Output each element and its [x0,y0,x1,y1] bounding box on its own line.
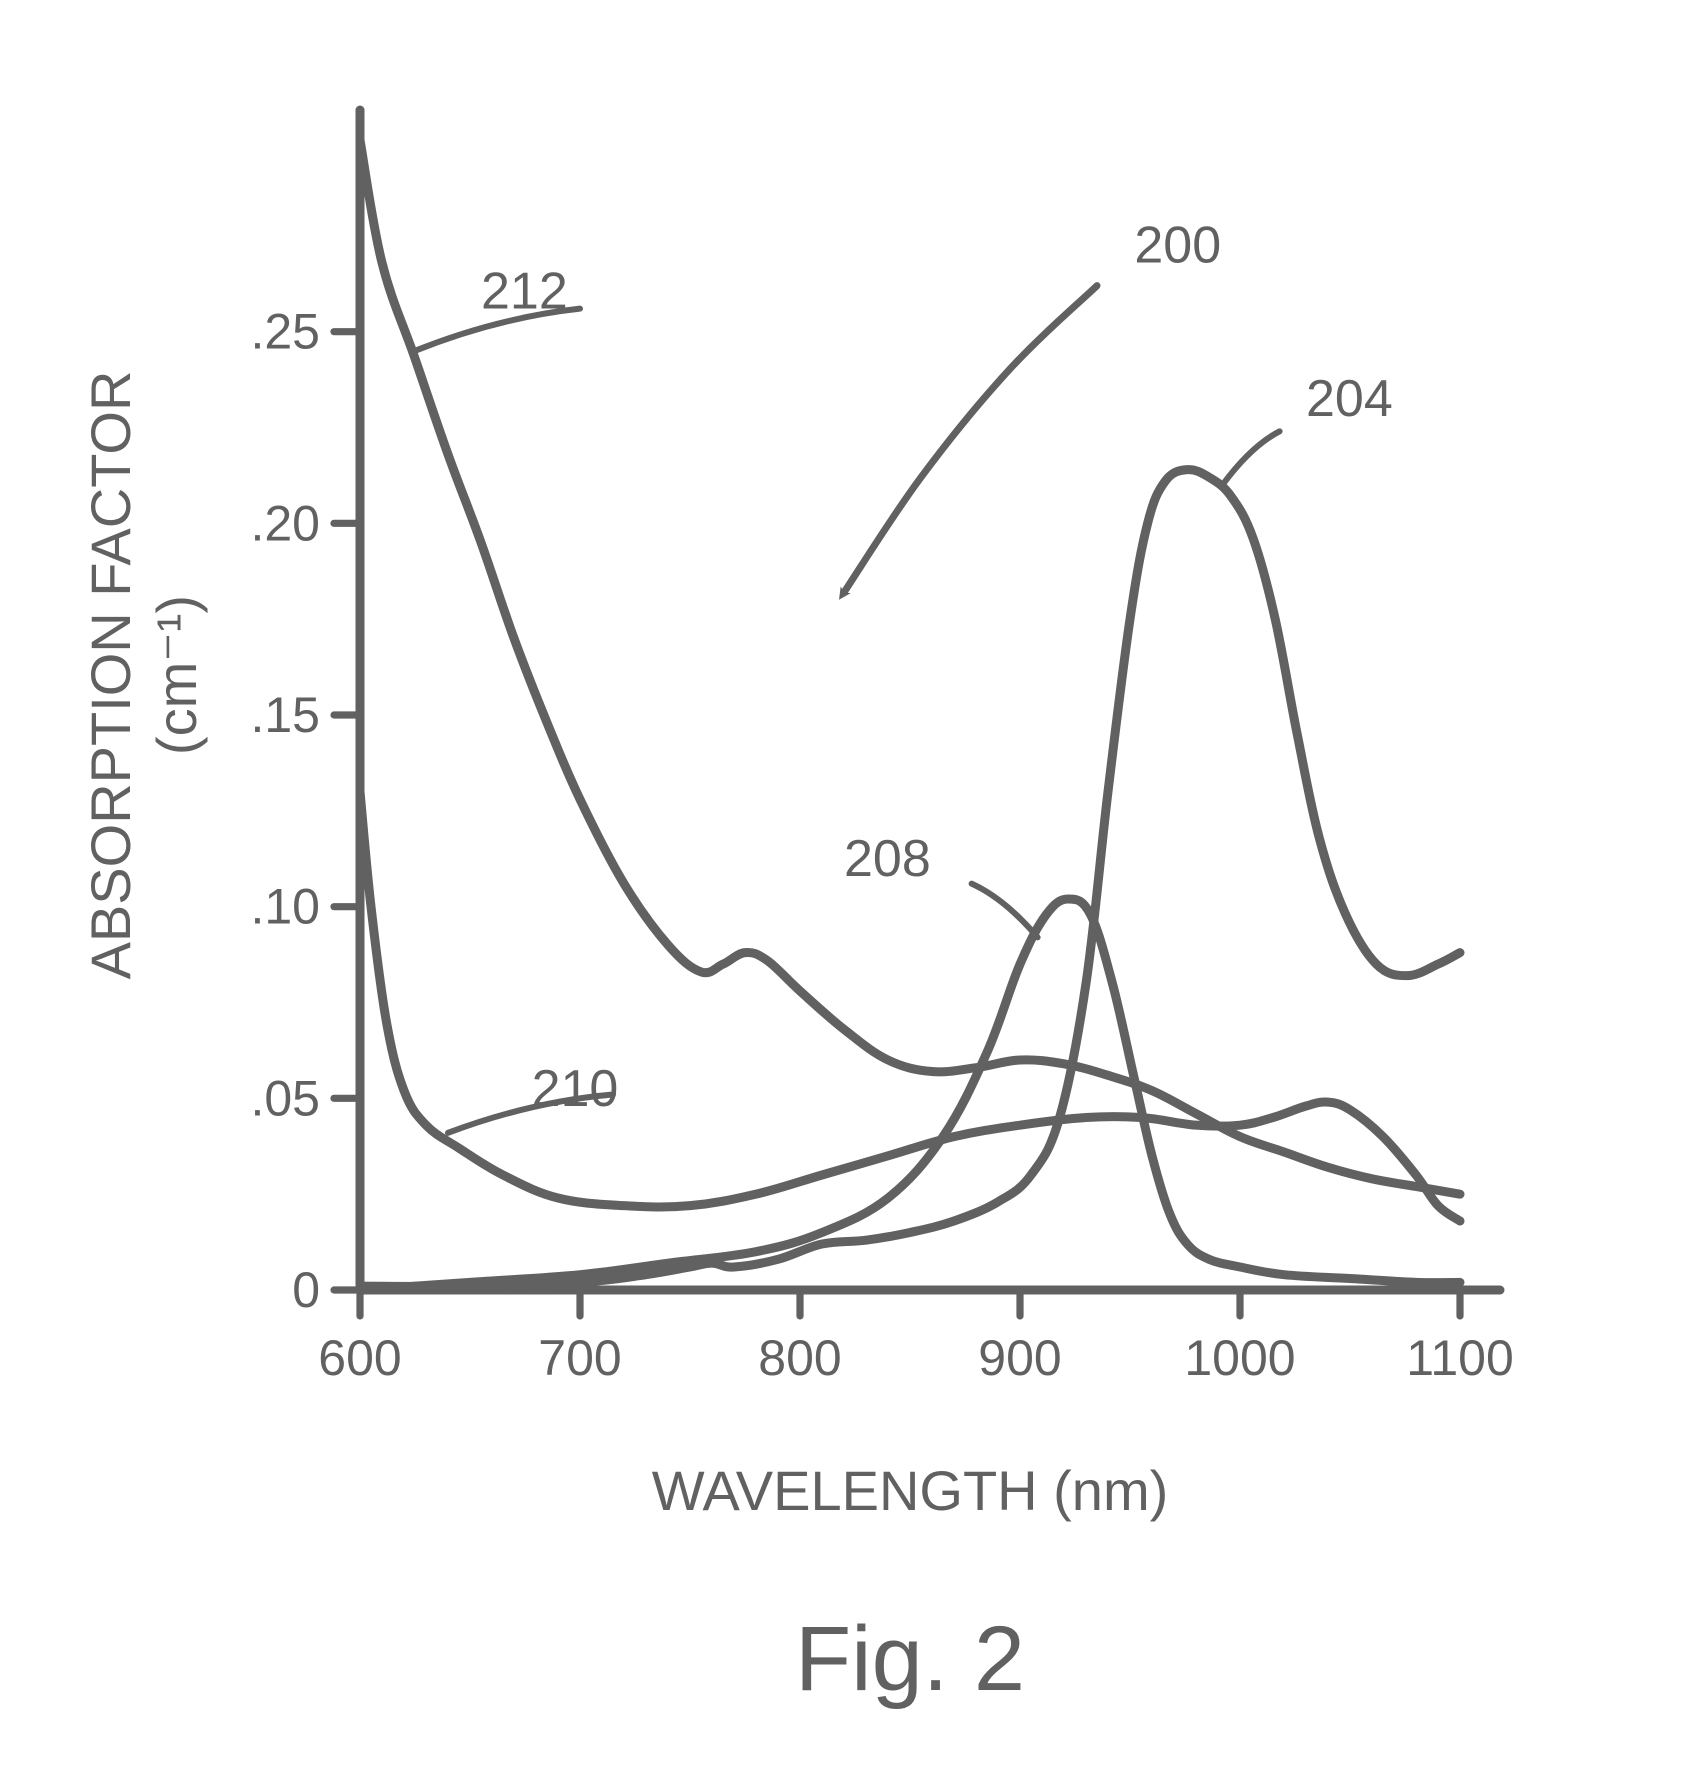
x-tick-label: 1100 [1406,1330,1514,1386]
x-axis-label: WAVELENGTH (nm) [652,1459,1168,1522]
figure-ref-label: 200 [1134,217,1221,275]
y-tick-label: .10 [250,879,320,935]
curve-label-204: 204 [1306,370,1393,428]
y-tick-label: .05 [250,1070,320,1126]
figure-page: { "figure": { "caption": "Fig. 2", "capt… [0,0,1693,1790]
x-tick-label: 600 [318,1330,401,1386]
x-tick-label: 900 [978,1330,1061,1386]
figure-caption: Fig. 2 [795,1608,1025,1710]
y-tick-label: .20 [250,495,320,551]
x-tick-label: 800 [758,1330,841,1386]
x-tick-label: 700 [538,1330,621,1386]
y-axis-label-line2: (cm⁻¹) [145,595,208,755]
absorption-chart: 600 700 800 900 1000 1100 0 .05 .10 .15 .20 .25 ABSO… [0,0,1693,1790]
leader-204 [1222,431,1279,485]
y-tick-label: .15 [250,687,320,743]
y-tick-label: .25 [250,304,320,360]
curve-label-208: 208 [844,830,931,888]
figure-ref-arrow [844,286,1097,593]
curve-label-210: 210 [532,1060,619,1118]
y-axis-label-line1: ABSORPTION FACTOR [79,371,142,980]
leader-208 [972,884,1038,938]
curve-label-212: 212 [481,263,568,321]
y-tick-label: 0 [292,1262,320,1318]
x-tick-label: 1000 [1184,1330,1295,1386]
